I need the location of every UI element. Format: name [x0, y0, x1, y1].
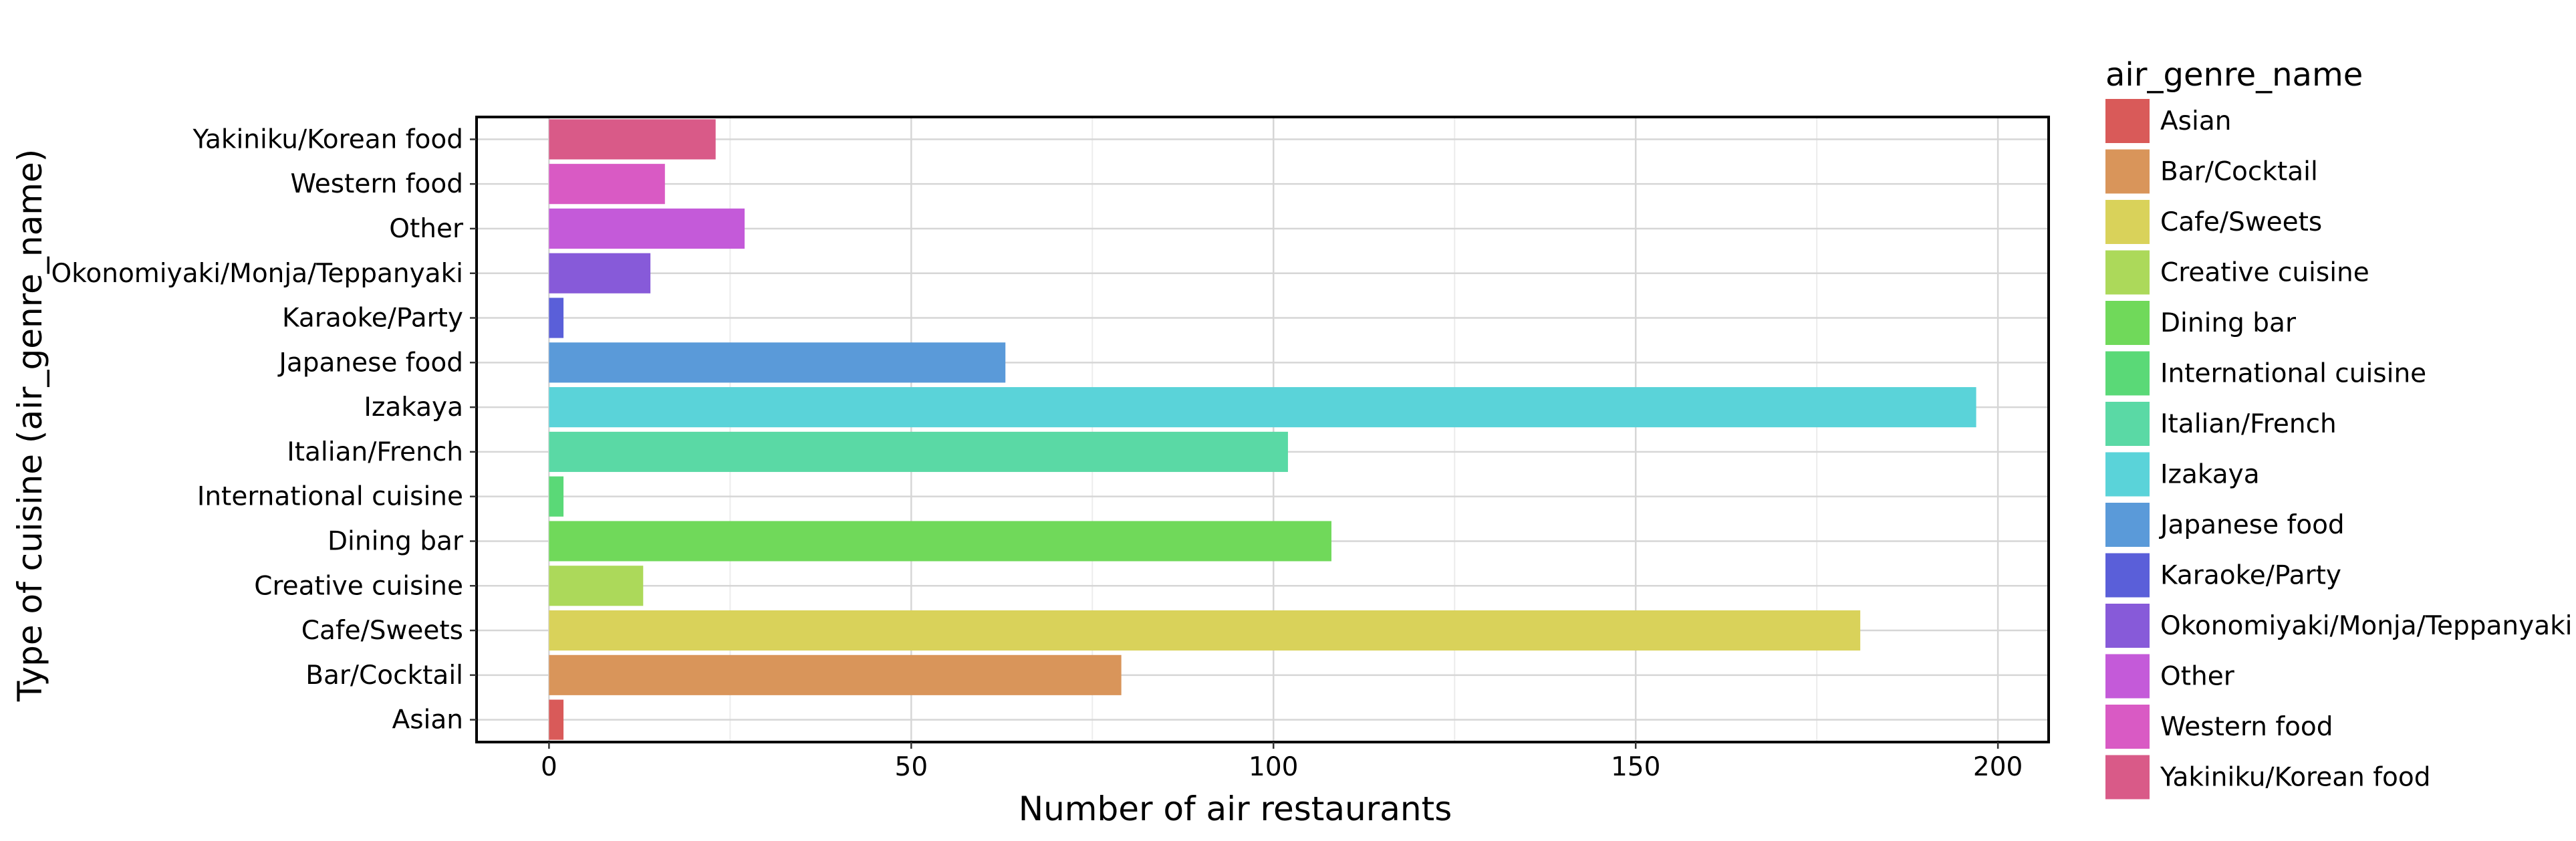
grid	[477, 117, 2049, 742]
bar-karaoke-party	[549, 297, 564, 338]
y-tick-label: Dining bar	[328, 526, 464, 556]
y-tick-label: Other	[389, 214, 464, 244]
legend-swatch	[2105, 452, 2150, 497]
bar-izakaya	[549, 387, 1976, 428]
legend-swatch	[2105, 755, 2150, 800]
y-tick-label: Bar/Cocktail	[305, 660, 463, 691]
bar-yakiniku-korean-food	[549, 119, 716, 160]
bar-other	[549, 208, 745, 249]
x-tick-label: 200	[1973, 752, 2023, 782]
legend: Asian Bar/Cocktail Cafe/Sweets Creative cui…	[2105, 99, 2573, 800]
y-tick-label: Cafe/Sweets	[301, 616, 463, 646]
legend-label: Creative cuisine	[2160, 258, 2369, 288]
legend-label: Karaoke/Party	[2160, 561, 2341, 591]
y-tick-label: International cuisine	[197, 482, 463, 512]
legend-swatch	[2105, 351, 2150, 396]
bar-dining-bar	[549, 521, 1331, 562]
legend-swatch	[2105, 402, 2150, 446]
bar-creative-cuisine	[549, 566, 644, 606]
bar-italian-french	[549, 431, 1288, 472]
x-axis-title: Number of air restaurants	[1019, 790, 1452, 828]
legend-title: air_genre_name	[2105, 56, 2363, 94]
y-tick-label: Italian/French	[287, 437, 463, 467]
x-tick-label: 150	[1611, 752, 1660, 782]
legend-swatch	[2105, 654, 2150, 699]
legend-swatch	[2105, 503, 2150, 547]
y-tick-label: Japanese food	[277, 348, 463, 378]
legend-swatch	[2105, 705, 2150, 749]
legend-label: Izakaya	[2160, 460, 2260, 490]
y-axis-title: Type of cuisine (air_genre_name)	[11, 149, 49, 703]
x-tick-label: 0	[541, 752, 557, 782]
legend-label: Yakiniku/Korean food	[2160, 763, 2430, 793]
legend-label: Western food	[2160, 712, 2333, 742]
x-tick-label: 100	[1249, 752, 1298, 782]
legend-label: Asian	[2160, 106, 2231, 136]
legend-swatch	[2105, 553, 2150, 598]
legend-swatch	[2105, 200, 2150, 244]
bar-okonomiyaki-monja-teppanyaki	[549, 253, 651, 293]
y-tick-label: Karaoke/Party	[282, 304, 463, 334]
bar-cafe-sweets	[549, 610, 1861, 651]
legend-label: Japanese food	[2158, 510, 2345, 540]
legend-label: Other	[2160, 662, 2235, 692]
panel-border	[475, 116, 2050, 743]
y-tick-label: Yakiniku/Korean food	[192, 124, 463, 154]
bar-asian	[549, 699, 564, 740]
legend-label: Bar/Cocktail	[2160, 157, 2318, 187]
legend-label: Italian/French	[2160, 409, 2337, 439]
legend-label: International cuisine	[2160, 359, 2426, 389]
y-tick-label: Okonomiyaki/Monja/Teppanyaki	[51, 259, 463, 289]
axis-ticks	[470, 138, 1999, 749]
legend-label: Dining bar	[2160, 308, 2297, 338]
legend-swatch	[2105, 149, 2150, 194]
y-tick-label: Asian	[392, 705, 463, 735]
legend-label: Okonomiyaki/Monja/Teppanyaki	[2160, 611, 2573, 641]
y-tick-label: Western food	[290, 169, 463, 199]
legend-label: Cafe/Sweets	[2160, 207, 2322, 237]
y-tick-labels: Asian Bar/Cocktail Cafe/Sweets Creative cui…	[51, 124, 463, 735]
x-tick-labels: 0 50 100 150 200	[541, 752, 2023, 782]
legend-swatch	[2105, 99, 2150, 143]
legend-swatch	[2105, 250, 2150, 295]
bar-western-food	[549, 164, 665, 205]
legend-swatch	[2105, 301, 2150, 345]
y-tick-label: Creative cuisine	[254, 571, 463, 601]
legend-swatch	[2105, 604, 2150, 648]
bar-japanese-food	[549, 342, 1006, 383]
y-tick-label: Izakaya	[364, 392, 463, 423]
x-tick-label: 50	[895, 752, 928, 782]
bars	[549, 119, 1976, 740]
bar-international-cuisine	[549, 476, 564, 517]
bar-bar-cocktail	[549, 654, 1122, 695]
